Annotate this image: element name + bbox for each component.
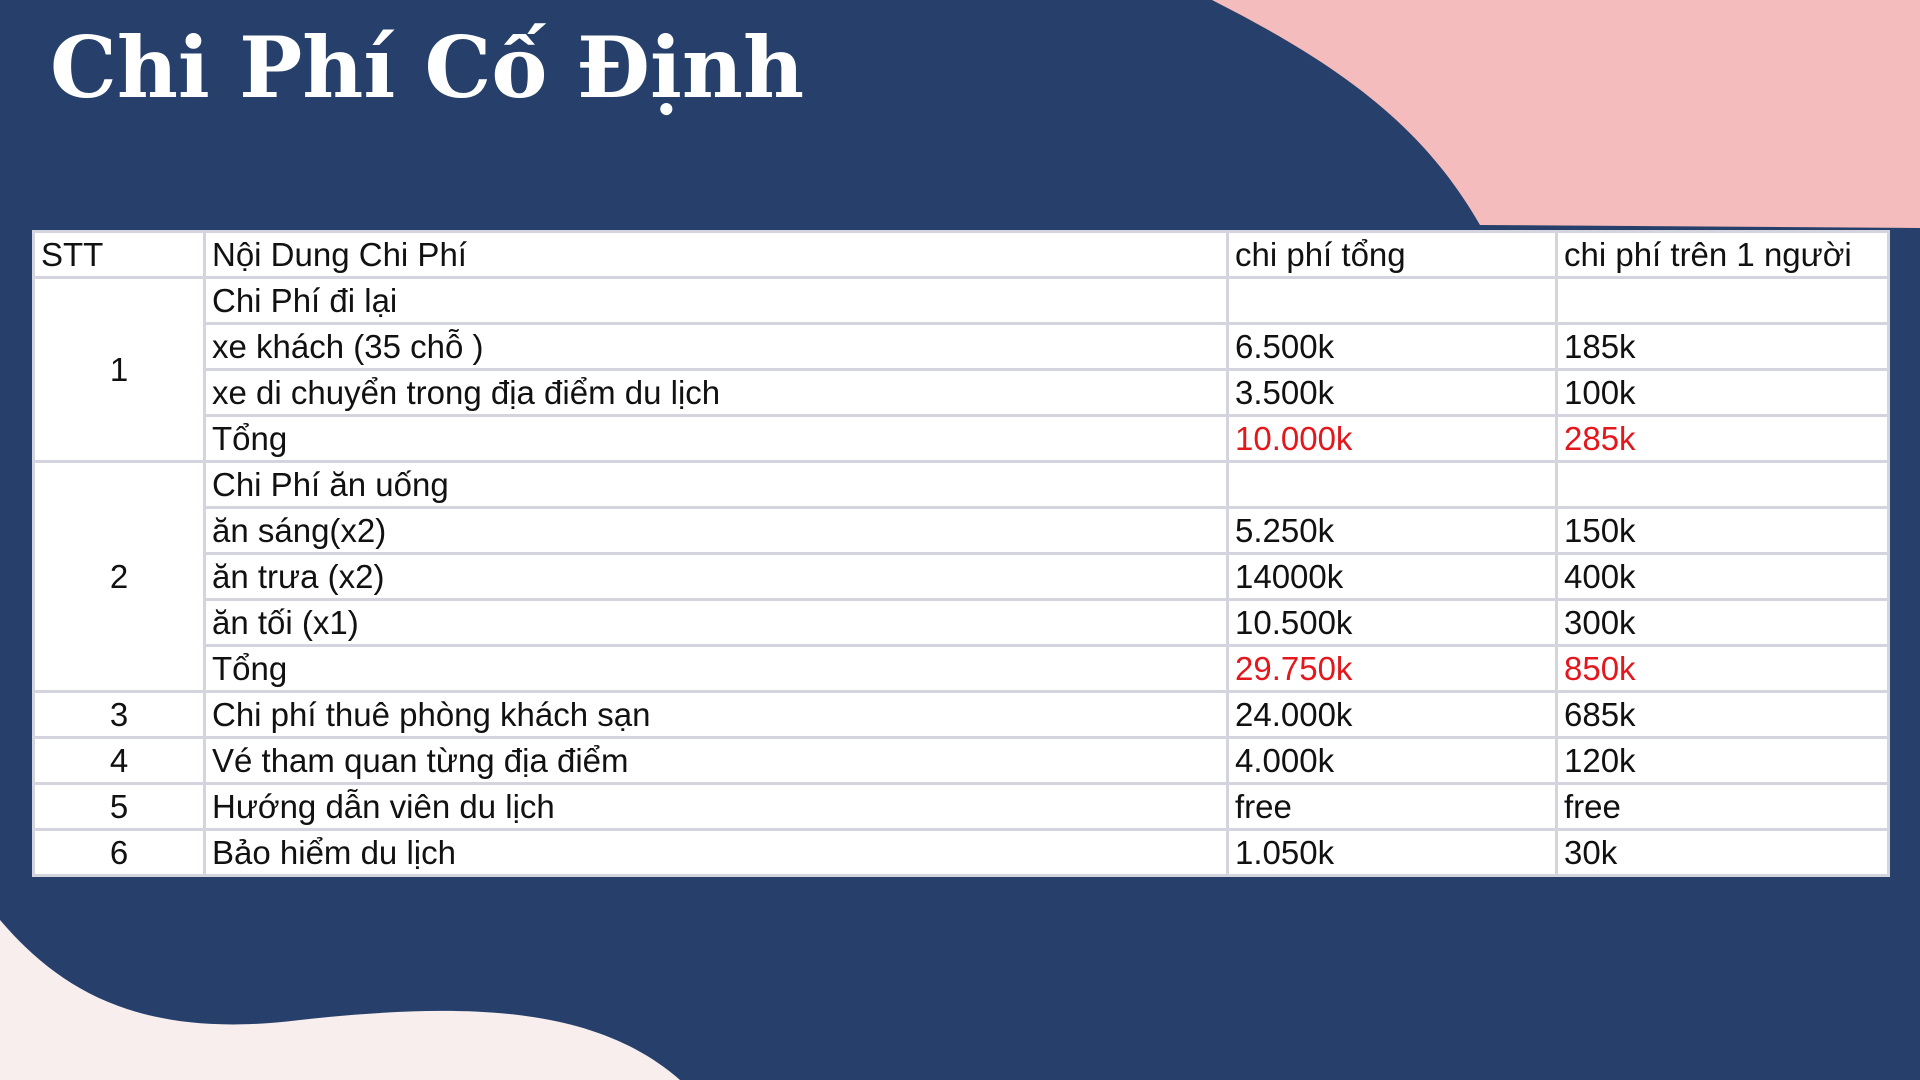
table-row: ăn trưa (x2) 14000k 400k (34, 552, 1890, 601)
total-cell: 4.000k (1226, 736, 1558, 785)
item-cell: Hướng dẫn viên du lịch (203, 782, 1229, 831)
per-person-cell (1555, 460, 1890, 509)
per-person-cell: 100k (1555, 368, 1890, 417)
cost-table: STT Nội Dung Chi Phí chi phí tổng chi ph… (32, 230, 1890, 877)
total-cell: 1.050k (1226, 828, 1558, 877)
table-row: 6 Bảo hiểm du lịch 1.050k 30k (32, 828, 1890, 877)
total-cell: 6.500k (1226, 322, 1558, 371)
table-header-row: STT Nội Dung Chi Phí chi phí tổng chi ph… (32, 230, 1890, 279)
total-cell (1226, 276, 1558, 325)
header-per-person: chi phí trên 1 người (1555, 230, 1890, 279)
per-person-cell: 150k (1555, 506, 1890, 555)
per-person-cell: 285k (1555, 414, 1890, 463)
header-item: Nội Dung Chi Phí (203, 230, 1229, 279)
total-cell: 14000k (1226, 552, 1558, 601)
per-person-cell: 850k (1555, 644, 1890, 693)
per-person-cell: 185k (1555, 322, 1890, 371)
page-title: Chi Phí Cố Định (50, 18, 805, 117)
per-person-cell: 30k (1555, 828, 1890, 877)
table-row: Tổng 10.000k 285k (34, 414, 1890, 463)
item-cell: Chi phí thuê phòng khách sạn (203, 690, 1229, 739)
total-cell: 3.500k (1226, 368, 1558, 417)
total-cell: 10.000k (1226, 414, 1558, 463)
item-cell: Bảo hiểm du lịch (203, 828, 1229, 877)
per-person-cell: free (1555, 782, 1890, 831)
item-cell: xe di chuyển trong địa điểm du lịch (203, 368, 1229, 417)
total-cell (1226, 460, 1558, 509)
table-row: 5 Hướng dẫn viên du lịch free free (32, 782, 1890, 831)
stt-cell: 1 (32, 276, 206, 463)
per-person-cell: 685k (1555, 690, 1890, 739)
table-row: 4 Vé tham quan từng địa điểm 4.000k 120k (32, 736, 1890, 785)
stt-cell: 5 (32, 782, 206, 831)
table-row: xe di chuyển trong địa điểm du lịch 3.500… (34, 368, 1890, 417)
total-cell: free (1226, 782, 1558, 831)
item-cell: Chi Phí đi lại (203, 276, 1229, 325)
table-row: 3 Chi phí thuê phòng khách sạn 24.000k 685k (32, 690, 1890, 739)
pink-blob (1212, 0, 1920, 228)
table-row: ăn tối (x1) 10.500k 300k (34, 598, 1890, 647)
table-row: Tổng 29.750k 850k (34, 644, 1890, 693)
per-person-cell (1555, 276, 1890, 325)
stt-cell: 3 (32, 690, 206, 739)
table-row: 1 Chi Phí đi lại (32, 276, 1890, 463)
total-cell: 24.000k (1226, 690, 1558, 739)
item-cell: Tổng (203, 644, 1229, 693)
table-row: ăn sáng(x2) 5.250k 150k (34, 506, 1890, 555)
table-row: 2 Chi Phí ăn uống (32, 460, 1890, 693)
item-cell: Chi Phí ăn uống (203, 460, 1229, 509)
item-cell: Vé tham quan từng địa điểm (203, 736, 1229, 785)
per-person-cell: 120k (1555, 736, 1890, 785)
header-total: chi phí tổng (1226, 230, 1558, 279)
item-cell: xe khách (35 chỗ ) (203, 322, 1229, 371)
total-cell: 29.750k (1226, 644, 1558, 693)
table-row: xe khách (35 chỗ ) 6.500k 185k (34, 322, 1890, 371)
item-cell: ăn trưa (x2) (203, 552, 1229, 601)
stt-cell: 2 (32, 460, 206, 693)
light-blob (0, 920, 680, 1080)
total-cell: 5.250k (1226, 506, 1558, 555)
stt-cell: 6 (32, 828, 206, 877)
header-stt: STT (32, 230, 206, 279)
total-cell: 10.500k (1226, 598, 1558, 647)
item-cell: ăn tối (x1) (203, 598, 1229, 647)
stt-cell: 4 (32, 736, 206, 785)
per-person-cell: 400k (1555, 552, 1890, 601)
item-cell: ăn sáng(x2) (203, 506, 1229, 555)
item-cell: Tổng (203, 414, 1229, 463)
per-person-cell: 300k (1555, 598, 1890, 647)
